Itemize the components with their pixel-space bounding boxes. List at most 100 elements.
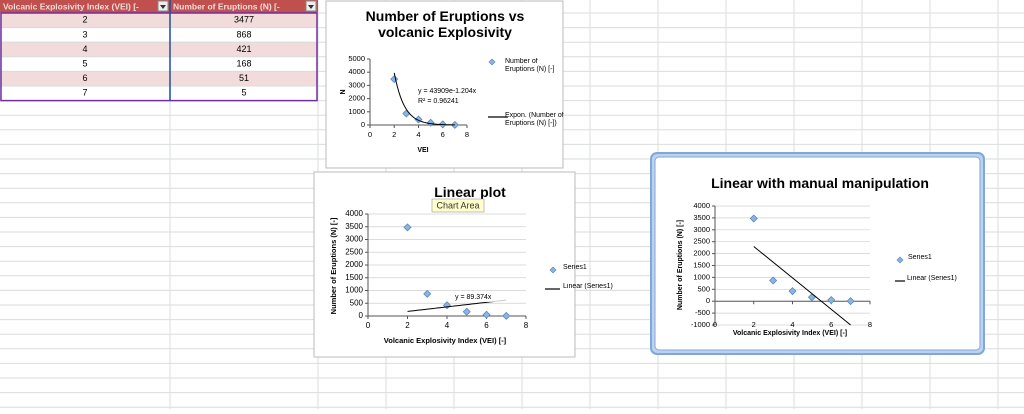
cell-text: 3 — [82, 29, 87, 39]
legend-marker — [549, 266, 557, 274]
legend-text-box: Linear (Series1) — [907, 275, 957, 282]
y-tick-label: 500 — [697, 284, 710, 293]
legend-marker — [488, 58, 496, 66]
cell-text: 168 — [236, 58, 251, 68]
legend-text-box: Number of Eruptions (N) [-] — [505, 58, 554, 73]
y-tick-label: 0 — [361, 120, 365, 129]
cell-text: 421 — [236, 44, 251, 54]
data-point — [426, 118, 435, 127]
trend-equation: y = 89.374x — [455, 294, 492, 301]
y-tick-label: 0 — [359, 311, 364, 320]
x-tick-label: 2 — [405, 321, 410, 330]
y-axis-label: Number of Eruptions (N) [-] — [329, 217, 338, 314]
data-point — [414, 115, 423, 124]
x-axis-label: VEI — [417, 147, 428, 154]
cell-text: 5 — [82, 58, 87, 68]
y-tick-label: 1500 — [345, 273, 363, 282]
equation-bg — [453, 292, 511, 302]
legend-text: Linear (Series1) — [907, 275, 957, 282]
x-tick-label: 0 — [368, 130, 372, 139]
legend-text: Expon. (Number of Eruptions (N) [-]) — [505, 112, 564, 128]
trend-r2: R² = 0.96241 — [418, 98, 459, 105]
x-tick-label: 6 — [484, 321, 489, 330]
row-band — [0, 41, 319, 58]
row-band — [0, 56, 319, 72]
x-tick-label: 0 — [366, 321, 371, 330]
chart-title: Linear plot — [434, 184, 506, 200]
header-text: Number of Eruptions (N) [- — [173, 1, 280, 11]
row-band — [0, 70, 319, 87]
y-tick-label: 3000 — [348, 80, 365, 89]
tooltip-box — [431, 198, 485, 213]
y-tick-label: 1000 — [348, 107, 365, 116]
y-tick-label: 2000 — [348, 94, 365, 103]
y-tick-label: 2500 — [345, 247, 363, 256]
data-point — [502, 311, 511, 320]
equation-bg — [416, 86, 474, 106]
y-tick-label: 2000 — [345, 260, 363, 269]
legend-marker — [896, 256, 904, 264]
row-band — [0, 12, 319, 29]
legend-text: Series1 — [908, 254, 932, 261]
header-cell — [170, 0, 318, 13]
chart-title-box: Linear plot — [434, 184, 506, 200]
y-tick-label: 3000 — [345, 235, 363, 244]
cell-text: 7 — [82, 88, 87, 98]
y-tick-label: 4000 — [348, 67, 365, 76]
y-tick-label: 1000 — [693, 272, 710, 281]
legend-text-box: Expon. (Number of Eruptions (N) [-]) — [505, 112, 564, 128]
cell-text: 2 — [82, 15, 87, 25]
chart-title-box: Linear with manual manipulation — [711, 175, 929, 191]
x-tick-label: 4 — [416, 130, 420, 139]
y-tick-label: 2500 — [693, 237, 710, 246]
x-tick-label: 6 — [441, 130, 445, 139]
cell-text: 51 — [239, 73, 249, 83]
y-tick-label: 1000 — [345, 286, 363, 295]
cell-text: 6 — [82, 73, 87, 83]
y-tick-label: 3500 — [693, 213, 710, 222]
y-tick-label: 3000 — [693, 225, 710, 234]
cell-text: 4 — [82, 44, 87, 54]
data-point — [749, 214, 758, 223]
cell-text: 5 — [241, 88, 246, 98]
data-point — [482, 310, 491, 319]
y-tick-label: 2000 — [693, 249, 710, 258]
cell-text: 868 — [236, 29, 251, 39]
y-tick-label: 1500 — [693, 260, 710, 269]
header-text: Volcanic Explosivity Index (VEI) [- — [3, 1, 139, 11]
chart-area[interactable] — [325, 0, 564, 169]
cell-text: 3477 — [234, 15, 254, 25]
row-band — [0, 27, 319, 43]
data-point — [788, 287, 797, 296]
y-axis-label: Number of Eruptions (N) [-] — [677, 220, 684, 310]
data-point — [769, 276, 778, 285]
series-line — [753, 246, 851, 326]
y-axis-label: N — [340, 89, 347, 94]
data-point — [423, 289, 432, 298]
chart-title-box: Number of Eruptions vs volcanic Explosiv… — [365, 8, 525, 41]
y-tick-label: -500 — [695, 308, 710, 317]
legend-text-box: Series1 — [908, 254, 932, 261]
row-band — [0, 85, 319, 102]
y-tick-label: 0 — [706, 296, 710, 305]
x-axis-label: Volcanic Explosivity Index (VEI) [-] — [384, 336, 507, 345]
y-tick-label: 3500 — [345, 222, 363, 231]
x-tick-label: 8 — [524, 321, 529, 330]
x-tick-label: 4 — [445, 321, 450, 330]
x-tick-label: 2 — [752, 320, 756, 329]
selection — [0, 12, 318, 102]
data-point — [462, 307, 471, 316]
x-tick-label: 8 — [465, 130, 469, 139]
chart-title: Linear with manual manipulation — [711, 175, 929, 191]
chart-title: Number of Eruptions vs volcanic Explosiv… — [365, 8, 525, 41]
x-axis-label: Volcanic Explosivity Index (VEI) [-] — [733, 330, 847, 337]
data-point — [403, 223, 412, 232]
filter-arrow — [160, 5, 166, 9]
legend-text-box: Linear (Series1) — [563, 283, 613, 290]
legend-text: Linear (Series1) — [563, 283, 613, 290]
legend-text: Series1 — [563, 264, 587, 271]
data-point — [827, 295, 836, 304]
y-tick-label: 500 — [350, 298, 364, 307]
tooltip: Chart Area — [436, 200, 479, 210]
